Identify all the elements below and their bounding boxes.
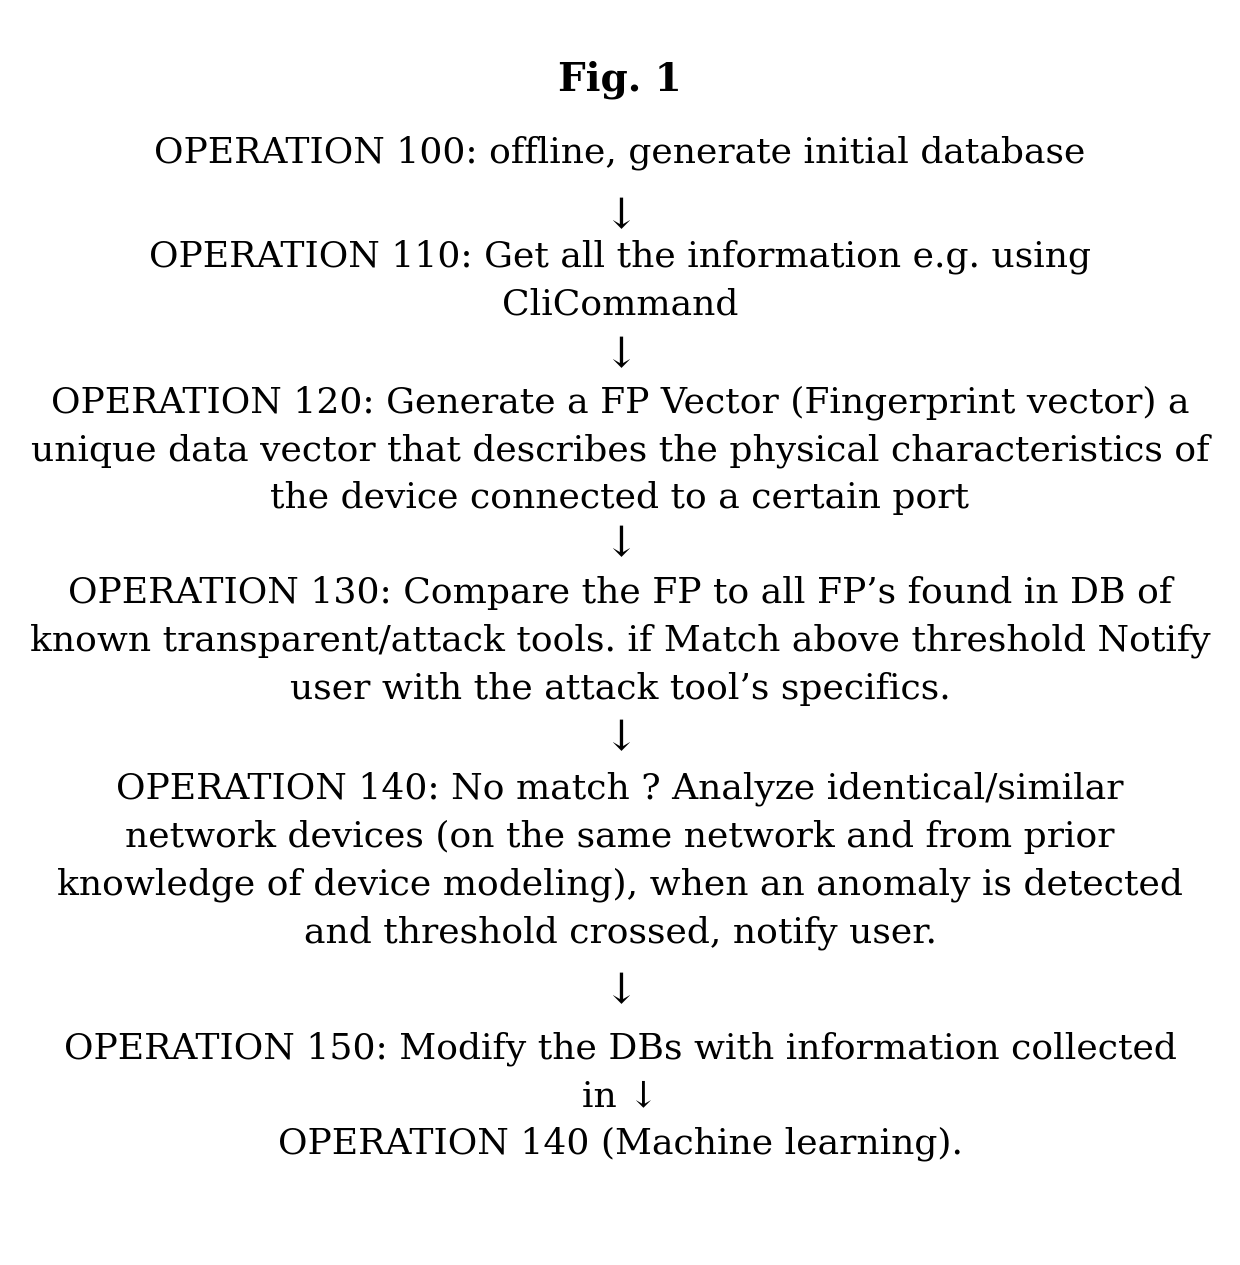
Text: OPERATION 140: No match ? Analyze identical/similar
network devices (on the same: OPERATION 140: No match ? Analyze identi… bbox=[57, 772, 1183, 950]
Text: ↓: ↓ bbox=[603, 717, 637, 759]
Text: Fig. 1: Fig. 1 bbox=[558, 61, 682, 99]
Text: OPERATION 130: Compare the FP to all FP’s found in DB of
known transparent/attac: OPERATION 130: Compare the FP to all FP’… bbox=[30, 577, 1210, 706]
Text: ↓: ↓ bbox=[603, 522, 637, 565]
Text: ↓: ↓ bbox=[603, 970, 637, 1012]
Text: OPERATION 100: offline, generate initial database: OPERATION 100: offline, generate initial… bbox=[154, 135, 1086, 170]
Text: OPERATION 120: Generate a FP Vector (Fingerprint vector) a
unique data vector th: OPERATION 120: Generate a FP Vector (Fin… bbox=[31, 386, 1209, 515]
Text: ↓: ↓ bbox=[603, 195, 637, 237]
Text: OPERATION 150: Modify the DBs with information collected
in ↓
OPERATION 140 (Mac: OPERATION 150: Modify the DBs with infor… bbox=[63, 1031, 1177, 1161]
Text: ↓: ↓ bbox=[603, 335, 637, 377]
Text: OPERATION 110: Get all the information e.g. using
CliCommand: OPERATION 110: Get all the information e… bbox=[149, 239, 1091, 321]
